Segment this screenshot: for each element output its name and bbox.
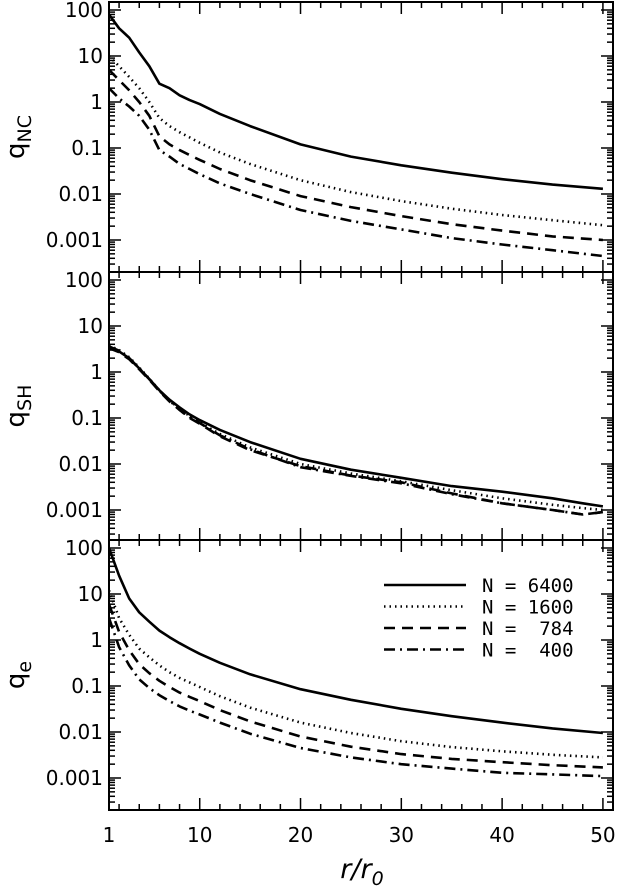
y-tick-label: 100: [65, 0, 103, 22]
legend-label: N = 400: [482, 640, 574, 662]
y-axis-label-subscript: SH: [14, 385, 36, 411]
y-axis-label-main: q: [1, 673, 31, 690]
legend-label: N = 784: [482, 618, 574, 640]
y-axis-label-main: q: [1, 142, 31, 159]
y-axis-label-main: q: [1, 411, 31, 428]
y-tick-label: 100: [65, 268, 103, 292]
series-line-dashed: [109, 346, 604, 516]
y-axis-label-subscript: e: [14, 661, 36, 673]
series-line-solid: [109, 13, 604, 191]
y-axis-label: qNC: [1, 115, 36, 159]
y-tick-label: 10: [78, 314, 103, 338]
x-tick-label: 1: [103, 823, 116, 847]
y-tick-label: 0.001: [46, 228, 103, 252]
plot-frame: [108, 1, 614, 273]
y-tick-label: 0.1: [71, 406, 103, 430]
y-axis-label-subscript: NC: [14, 115, 36, 142]
y-tick-label: 1: [90, 360, 103, 384]
x-tick-label: 40: [489, 823, 514, 847]
legend-label: N = 6400: [482, 575, 574, 597]
panel-e: 100 10 1 0.1 0.01 0.001 qe: [1, 536, 614, 811]
y-tick-label: 0.001: [46, 766, 103, 790]
series-line-dotted: [109, 589, 603, 759]
y-tick-label: 0.1: [71, 136, 103, 160]
series-line-dashdot: [109, 87, 604, 258]
series-line-solid: [109, 345, 604, 508]
y-tick-label: 0.1: [71, 674, 103, 698]
legend-label: N = 1600: [482, 597, 574, 619]
series-line-dashdot: [109, 617, 603, 778]
y-tick-label: 1: [90, 628, 103, 652]
y-axis-label: qSH: [1, 385, 36, 428]
series-line-solid: [109, 547, 604, 735]
panel-sh: 100 10 1 0.1 0.01 0.001 qSH: [1, 268, 614, 541]
y-tick-label: 0.001: [46, 498, 103, 522]
y-tick-label: 1: [90, 90, 103, 114]
x-tick-label: 10: [187, 823, 212, 847]
x-tick-label: 50: [590, 823, 615, 847]
series-line-dotted: [109, 55, 604, 227]
series-line-dotted: [109, 344, 604, 512]
series-line-dashed: [109, 603, 603, 769]
series-line-dashed: [109, 68, 603, 242]
y-tick-label: 0.01: [58, 452, 103, 476]
y-tick-label: 10: [78, 582, 103, 606]
y-tick-label: 10: [78, 44, 103, 68]
y-tick-label: 100: [65, 536, 103, 560]
series-line-dashdot: [109, 345, 604, 516]
x-tick-label: 20: [288, 823, 313, 847]
x-axis-label-main: r/r: [340, 854, 373, 885]
x-tick-label: 30: [389, 823, 414, 847]
x-axis-label-subscript: 0: [372, 868, 384, 887]
plot-frame: [108, 271, 614, 541]
y-tick-label: 0.01: [58, 720, 103, 744]
x-axis-label: r/r0: [340, 854, 383, 887]
y-axis-label: qe: [1, 661, 36, 689]
y-tick-label: 0.01: [58, 182, 103, 206]
panel-nc: 100 10 1 0.1 0.01 0.001 qNC: [1, 0, 614, 273]
